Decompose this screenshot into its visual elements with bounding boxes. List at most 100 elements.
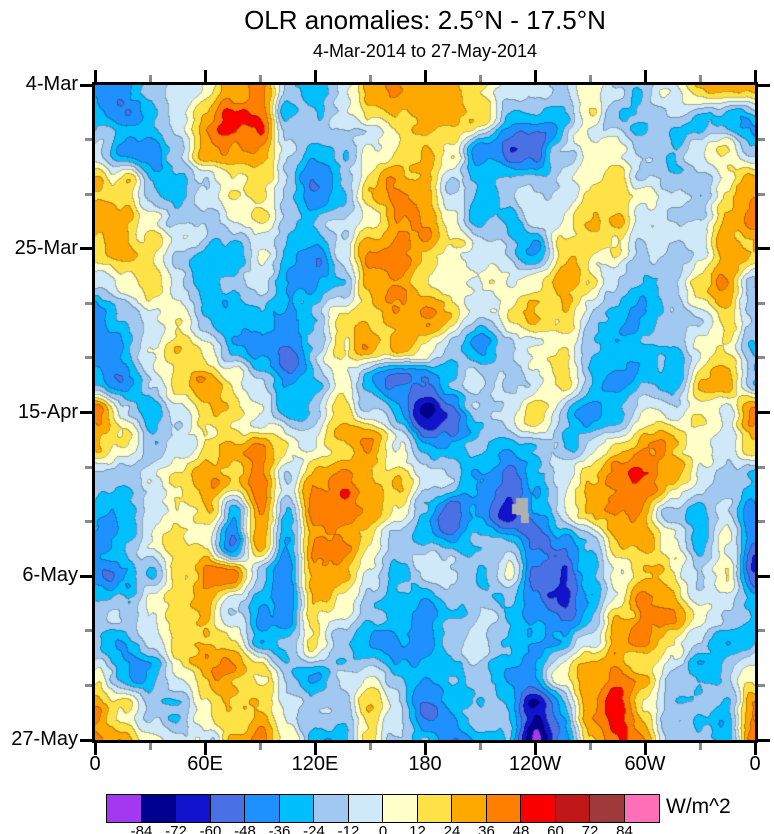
y-minor-tick [758,301,765,305]
x-minor-tick [148,75,152,82]
colorbar-cell [486,794,522,823]
x-minor-tick [368,75,372,82]
hovmoller-field [95,85,755,740]
colorbar-cell [313,794,349,823]
colorbar-tick-label: -48 [234,823,256,834]
colorbar-tick-label: 48 [512,823,530,834]
colorbar-cell [279,794,315,823]
y-major-tick [80,738,92,742]
y-minor-tick [85,520,92,524]
y-major-tick [758,247,770,251]
y-minor-tick [758,465,765,469]
x-tick-label: 60E [187,753,223,775]
y-major-tick [80,83,92,87]
y-minor-tick [758,629,765,633]
x-major-tick [203,70,207,82]
colorbar-tick-label: -84 [130,823,153,834]
colorbar-cell [348,794,384,823]
colorbar-tick-label: 0 [378,823,388,834]
plot-area [80,70,770,755]
colorbar-cell [451,794,487,823]
y-tick-label: 27-May [11,728,78,750]
y-minor-tick [85,683,92,687]
x-minor-tick [478,75,482,82]
x-minor-tick [478,743,482,750]
colorbar-tick-label: -12 [337,823,360,834]
x-minor-tick [258,743,262,750]
colorbar-cell [520,794,556,823]
y-tick-label: 6-May [22,564,78,587]
x-minor-tick [698,743,702,750]
x-minor-tick [368,743,372,750]
colorbar-tick-label: -72 [165,823,187,834]
colorbar-cell [382,794,418,823]
y-minor-tick [85,356,92,360]
colorbar-tick-label: -60 [199,823,222,834]
x-minor-tick [698,75,702,82]
y-major-tick [758,83,770,87]
y-major-tick [758,738,770,742]
colorbar-cell [106,794,142,823]
colorbar-tick-label: 36 [478,823,495,834]
y-major-tick [758,411,770,414]
x-tick-label: 0 [749,753,761,775]
x-major-tick [423,70,427,82]
y-tick-label: 25-Mar [14,236,78,259]
x-minor-tick [148,743,152,750]
x-major-tick [643,743,647,755]
x-tick-label: 120E [291,753,339,775]
x-major-tick [93,743,97,755]
x-tick-label: 60W [624,753,666,775]
x-major-tick [313,70,317,82]
x-major-tick [93,70,97,82]
x-major-tick [423,743,427,755]
x-major-tick [753,743,757,755]
colorbar-tick-label: 84 [616,823,633,834]
y-tick-label: 15-Apr [17,400,78,423]
colorbar-units: W/m^2 [666,795,731,818]
y-minor-tick [85,192,92,196]
y-minor-tick [758,356,765,360]
y-major-tick [80,411,92,414]
x-major-tick [533,70,537,82]
colorbar-cell [417,794,453,823]
colorbar-cell [141,794,177,823]
colorbar-cell [210,794,246,823]
colorbar-cell [175,794,211,823]
y-minor-tick [85,138,92,142]
y-minor-tick [85,465,92,469]
y-major-tick [80,247,92,251]
colorbar-tick-label: 12 [409,823,426,834]
colorbar [106,794,660,823]
colorbar-cell [244,794,280,823]
y-minor-tick [85,301,92,305]
colorbar-tick-label: 72 [581,823,599,834]
figure-subtitle: 4-Mar-2014 to 27-May-2014 [312,41,538,61]
y-minor-tick [758,138,765,142]
colorbar-tick-label: 60 [547,823,564,834]
colorbar-cell [589,794,625,823]
x-minor-tick [588,743,592,750]
figure-title: OLR anomalies: 2.5°N - 17.5°N [244,5,606,35]
x-major-tick [753,70,757,82]
x-tick-label: 0 [89,753,101,775]
x-tick-label: 120W [508,753,562,775]
x-minor-tick [588,75,592,82]
y-minor-tick [758,520,765,524]
y-minor-tick [758,192,765,196]
colorbar-cell [624,794,660,823]
x-major-tick [533,743,537,755]
colorbar-tick-label: -36 [268,823,291,834]
y-minor-tick [85,629,92,633]
y-tick-label: 4-Mar [25,73,78,95]
colorbar-tick-label: -24 [303,823,325,834]
y-major-tick [80,574,92,578]
x-minor-tick [258,75,262,82]
x-major-tick [203,743,207,755]
y-major-tick [758,574,770,578]
x-major-tick [643,70,647,82]
colorbar-tick-label: 24 [443,823,461,834]
colorbar-cell [555,794,591,823]
x-major-tick [313,743,317,755]
